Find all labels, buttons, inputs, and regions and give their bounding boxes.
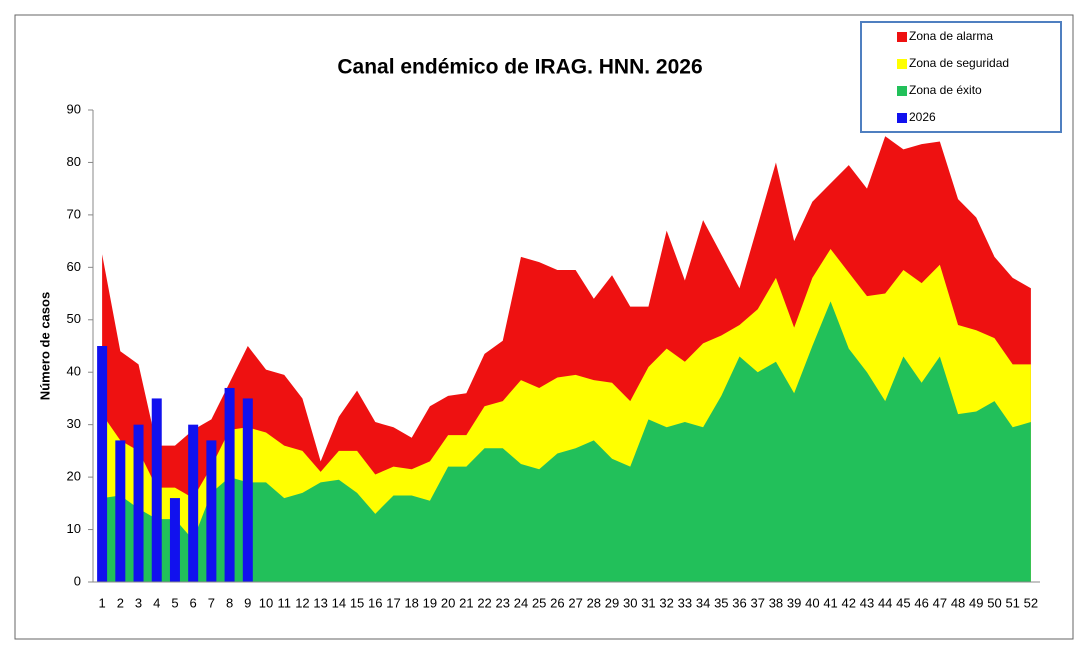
x-tick-label: 17 bbox=[386, 595, 400, 610]
x-tick-label: 12 bbox=[295, 595, 309, 610]
bar bbox=[133, 424, 144, 582]
legend-label: 2026 bbox=[909, 110, 936, 124]
legend-label: Zona de seguridad bbox=[909, 56, 1009, 70]
x-tick-label: 21 bbox=[459, 595, 473, 610]
x-tick-label: 20 bbox=[441, 595, 455, 610]
x-tick-label: 46 bbox=[914, 595, 928, 610]
bar bbox=[169, 498, 180, 582]
x-tick-label: 39 bbox=[787, 595, 801, 610]
y-tick-label: 20 bbox=[67, 469, 81, 484]
x-tick-label: 9 bbox=[244, 595, 251, 610]
x-tick-label: 27 bbox=[568, 595, 582, 610]
bar bbox=[151, 398, 162, 582]
x-tick-label: 29 bbox=[605, 595, 619, 610]
x-tick-label: 14 bbox=[332, 595, 346, 610]
y-tick-label: 0 bbox=[74, 573, 81, 588]
y-tick-label: 30 bbox=[67, 416, 81, 431]
bar bbox=[188, 424, 199, 582]
x-tick-label: 40 bbox=[805, 595, 819, 610]
x-tick-label: 35 bbox=[714, 595, 728, 610]
x-tick-label: 4 bbox=[153, 595, 160, 610]
y-tick-label: 10 bbox=[67, 521, 81, 536]
x-tick-label: 18 bbox=[404, 595, 418, 610]
x-tick-label: 51 bbox=[1005, 595, 1019, 610]
x-tick-label: 5 bbox=[171, 595, 178, 610]
x-tick-label: 22 bbox=[477, 595, 491, 610]
x-tick-label: 3 bbox=[135, 595, 142, 610]
y-axis-label: Número de casos bbox=[37, 292, 52, 400]
x-tick-label: 47 bbox=[933, 595, 947, 610]
x-tick-label: 32 bbox=[659, 595, 673, 610]
x-tick-label: 31 bbox=[641, 595, 655, 610]
x-tick-label: 34 bbox=[696, 595, 710, 610]
x-tick-label: 2 bbox=[117, 595, 124, 610]
area bbox=[102, 301, 1031, 582]
x-tick-label: 1 bbox=[98, 595, 105, 610]
chart-title: Canal endémico de IRAG. HNN. 2026 bbox=[337, 56, 702, 79]
legend-box bbox=[860, 21, 1062, 133]
x-tick-label: 26 bbox=[550, 595, 564, 610]
x-tick-label: 28 bbox=[587, 595, 601, 610]
x-tick-label: 50 bbox=[987, 595, 1001, 610]
bar bbox=[97, 346, 108, 582]
x-tick-label: 48 bbox=[951, 595, 965, 610]
x-tick-label: 24 bbox=[514, 595, 528, 610]
x-tick-label: 23 bbox=[496, 595, 510, 610]
x-tick-label: 38 bbox=[769, 595, 783, 610]
x-tick-label: 52 bbox=[1024, 595, 1038, 610]
x-tick-label: 16 bbox=[368, 595, 382, 610]
y-tick-label: 40 bbox=[67, 364, 81, 379]
legend-label: Zona de éxito bbox=[909, 83, 982, 97]
y-tick-label: 60 bbox=[67, 259, 81, 274]
x-tick-label: 13 bbox=[313, 595, 327, 610]
y-tick-label: 70 bbox=[67, 206, 81, 221]
x-tick-label: 44 bbox=[878, 595, 892, 610]
x-tick-label: 19 bbox=[423, 595, 437, 610]
bar bbox=[115, 440, 126, 582]
y-tick-label: 50 bbox=[67, 311, 81, 326]
x-tick-label: 11 bbox=[277, 595, 291, 610]
y-tick-label: 90 bbox=[67, 101, 81, 116]
bar bbox=[206, 440, 217, 582]
legend-swatch bbox=[897, 32, 907, 42]
x-tick-label: 36 bbox=[732, 595, 746, 610]
legend-swatch bbox=[897, 86, 907, 96]
x-tick-label: 7 bbox=[208, 595, 215, 610]
x-tick-label: 8 bbox=[226, 595, 233, 610]
bar bbox=[224, 387, 235, 582]
x-tick-label: 30 bbox=[623, 595, 637, 610]
legend-swatch bbox=[897, 59, 907, 69]
x-tick-label: 33 bbox=[678, 595, 692, 610]
x-tick-label: 41 bbox=[823, 595, 837, 610]
legend-swatch bbox=[897, 113, 907, 123]
legend-label: Zona de alarma bbox=[909, 29, 993, 43]
x-tick-label: 37 bbox=[750, 595, 764, 610]
x-tick-label: 42 bbox=[842, 595, 856, 610]
x-tick-label: 45 bbox=[896, 595, 910, 610]
x-tick-label: 43 bbox=[860, 595, 874, 610]
x-tick-label: 10 bbox=[259, 595, 273, 610]
y-tick-label: 80 bbox=[67, 154, 81, 169]
bar bbox=[242, 398, 253, 582]
x-tick-label: 25 bbox=[532, 595, 546, 610]
x-tick-label: 15 bbox=[350, 595, 364, 610]
x-tick-label: 49 bbox=[969, 595, 983, 610]
x-tick-label: 6 bbox=[190, 595, 197, 610]
